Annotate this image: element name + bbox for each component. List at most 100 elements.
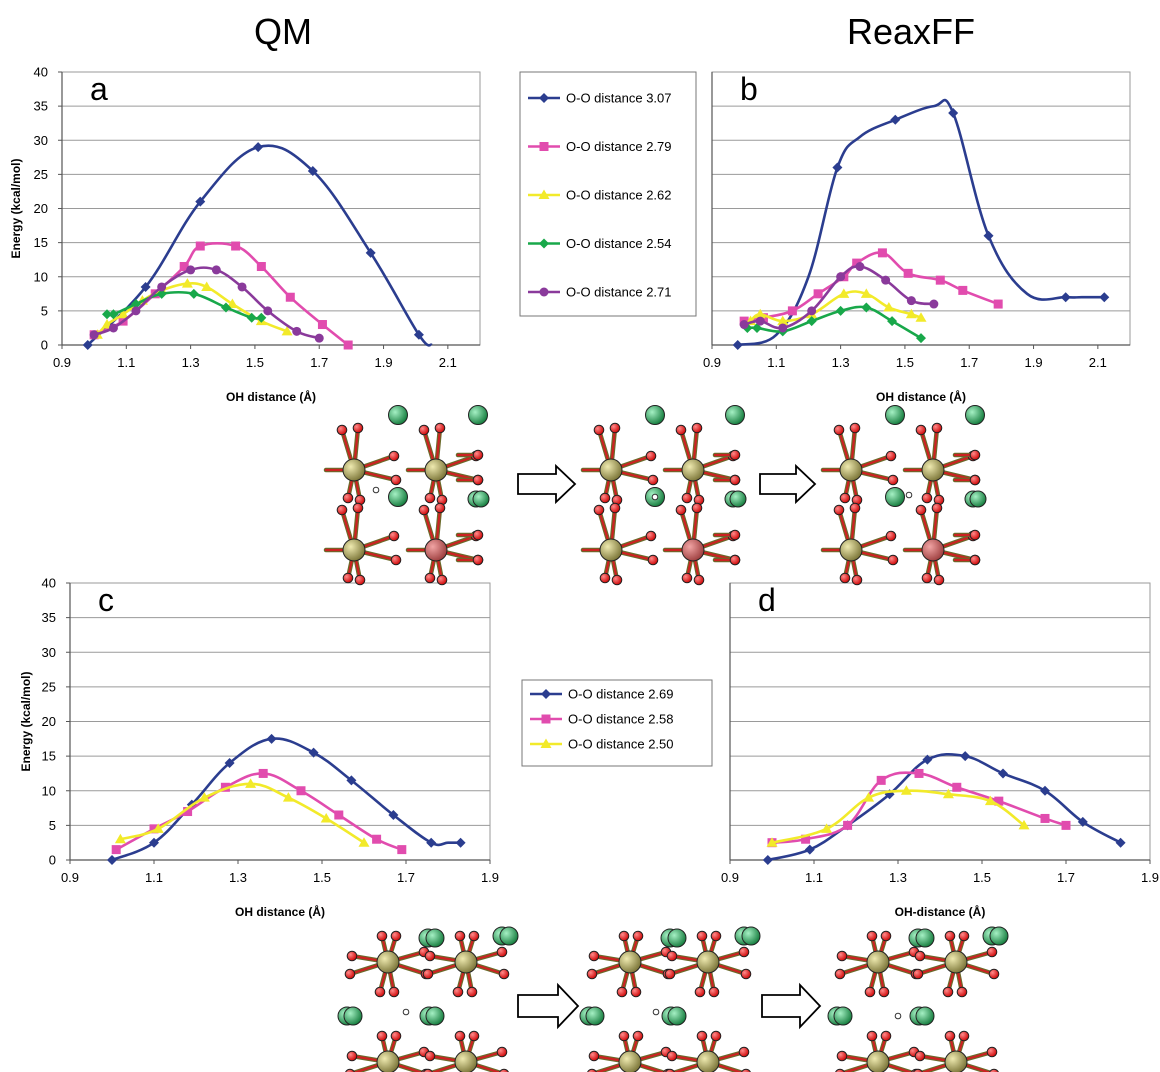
y-axis-label: Energy (kcal/mol) <box>9 158 23 258</box>
oxygen-atom <box>913 1068 923 1072</box>
arrow-icon <box>517 982 580 1030</box>
data-point <box>211 265 221 275</box>
metal-atom <box>681 458 705 482</box>
data-point <box>1077 816 1088 827</box>
oxygen-atom <box>887 554 899 566</box>
data-point <box>883 301 895 312</box>
data-point <box>282 792 294 802</box>
data-point <box>343 340 353 350</box>
data-point <box>754 308 766 319</box>
data-point <box>114 833 126 844</box>
y-tick-label: 15 <box>42 749 56 764</box>
oxygen-atom <box>472 474 484 486</box>
x-tick-label: 1.7 <box>397 870 415 885</box>
oxygen-atom <box>665 1068 675 1072</box>
oxygen-atom <box>388 986 400 998</box>
oxygen-atom <box>352 502 364 514</box>
metal-atom <box>424 458 448 482</box>
oxygen-atom <box>835 1068 845 1072</box>
molecular-structure <box>820 405 987 586</box>
oxygen-atom <box>354 574 366 586</box>
data-point <box>906 296 916 306</box>
data-point <box>1099 292 1110 303</box>
cation-atom <box>425 1006 445 1026</box>
x-axis-label: OH distance (Å) <box>876 389 966 404</box>
data-point <box>388 809 399 820</box>
legend-label: O-O distance 2.69 <box>568 687 674 702</box>
cation-atom <box>915 928 935 948</box>
x-tick-label: 1.5 <box>313 870 331 885</box>
oxygen-atom <box>986 1046 998 1058</box>
x-tick-label: 1.1 <box>117 355 135 370</box>
data-point <box>832 162 843 173</box>
x-tick-label: 1.7 <box>1057 870 1075 885</box>
legend-label: O-O distance 2.54 <box>566 236 672 251</box>
data-point <box>787 306 797 316</box>
x-tick-label: 1.7 <box>960 355 978 370</box>
header-reaxff: ReaxFF <box>847 11 975 52</box>
oxygen-atom <box>944 1030 956 1042</box>
y-tick-label: 5 <box>49 818 56 833</box>
oxygen-atom <box>958 1030 970 1042</box>
oxygen-atom <box>611 574 623 586</box>
data-point <box>804 844 815 855</box>
x-tick-label: 1.5 <box>973 870 991 885</box>
data-point <box>334 810 344 820</box>
x-tick-label: 1.9 <box>374 355 392 370</box>
oxygen-atom <box>849 422 861 434</box>
y-tick-label: 40 <box>34 65 48 80</box>
y-tick-label: 20 <box>34 201 48 216</box>
data-point <box>245 778 257 788</box>
oxygen-atom <box>609 502 621 514</box>
data-point <box>102 309 113 320</box>
data-point <box>915 312 927 322</box>
x-tick-label: 1.3 <box>182 355 200 370</box>
data-point <box>198 792 210 802</box>
data-point <box>994 796 1004 806</box>
oxygen-atom <box>866 930 878 942</box>
data-point <box>292 326 302 336</box>
data-point <box>762 855 773 865</box>
hydrogen-atom <box>651 493 659 501</box>
data-point <box>1061 820 1071 830</box>
oxygen-atom <box>933 574 945 586</box>
data-point <box>220 782 230 792</box>
data-point <box>807 306 817 316</box>
data-point <box>224 758 235 769</box>
x-tick-label: 0.9 <box>721 870 739 885</box>
oxygen-atom <box>586 968 598 980</box>
cation-atom <box>667 1006 687 1026</box>
data-point <box>296 786 306 796</box>
oxygen-atom <box>878 986 890 998</box>
x-tick-label: 1.1 <box>805 870 823 885</box>
y-tick-label: 35 <box>34 99 48 114</box>
legend-label: O-O distance 3.07 <box>566 91 672 106</box>
legend-label: O-O distance 2.62 <box>566 188 672 203</box>
cation-atom <box>388 405 408 425</box>
cation-atom <box>725 405 745 425</box>
data-point <box>860 288 872 298</box>
hydrogen-atom <box>652 1008 660 1016</box>
data-point <box>835 305 846 316</box>
molecular-structure <box>323 405 490 586</box>
oxygen-atom <box>588 950 600 962</box>
molecule-illustrations-bottom <box>337 926 1009 1072</box>
oxygen-atom <box>866 1030 878 1042</box>
oxygen-atom <box>422 968 434 980</box>
oxygen-atom <box>424 492 436 504</box>
oxygen-atom <box>836 1050 848 1062</box>
oxygen-atom <box>616 986 628 998</box>
oxygen-atom <box>496 946 508 958</box>
oxygen-atom <box>618 1030 630 1042</box>
oxygen-atom <box>931 422 943 434</box>
x-axis-label: OH distance (Å) <box>235 904 325 919</box>
data-point <box>1040 813 1050 823</box>
oxygen-atom <box>376 930 388 942</box>
data-point <box>952 782 962 792</box>
legend-marker <box>539 142 549 151</box>
oxygen-atom <box>741 1068 751 1072</box>
x-tick-label: 1.1 <box>145 870 163 885</box>
data-point <box>82 340 93 350</box>
metal-atom <box>921 458 945 482</box>
oxygen-atom <box>851 574 863 586</box>
